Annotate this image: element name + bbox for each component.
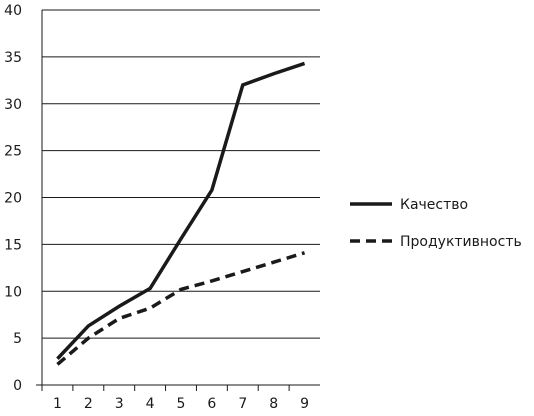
x-tick-label-9: 9: [300, 396, 309, 412]
y-tick-label-40: 40: [4, 3, 22, 19]
y-tick-label-35: 35: [4, 50, 22, 66]
y-tick-label-0: 0: [13, 378, 22, 394]
x-tick-label-8: 8: [269, 396, 278, 412]
x-tick-label-3: 3: [115, 396, 124, 412]
legend: Качество Продуктивность: [350, 197, 522, 250]
series-lines: [56, 61, 306, 366]
x-tick-label-4: 4: [146, 396, 155, 412]
x-axis-tick-labels: 1 2 3 4 5 6 7 8 9: [53, 396, 309, 412]
x-tick-label-6: 6: [207, 396, 216, 412]
legend-item-productivity: Продуктивность: [350, 234, 522, 250]
series-line-quality: [56, 61, 306, 360]
x-axis-ticks: [72, 385, 290, 391]
y-tick-label-20: 20: [4, 191, 22, 207]
x-tick-label-2: 2: [84, 396, 93, 412]
x-tick-label-7: 7: [238, 396, 247, 412]
legend-item-quality: Качество: [350, 197, 468, 213]
x-tick-label-1: 1: [53, 396, 62, 412]
gridlines: [42, 9, 320, 339]
y-tick-label-25: 25: [4, 144, 22, 160]
legend-label-quality: Качество: [400, 197, 468, 213]
y-tick-label-10: 10: [4, 284, 22, 300]
y-axis-tick-labels: 0 5 10 15 20 25 30 35 40: [4, 3, 22, 394]
legend-label-productivity: Продуктивность: [400, 234, 522, 250]
series-line-productivity: [56, 251, 306, 366]
y-tick-label-30: 30: [4, 97, 22, 113]
y-tick-label-15: 15: [4, 237, 22, 253]
x-tick-label-5: 5: [177, 396, 186, 412]
y-tick-label-5: 5: [13, 331, 22, 347]
